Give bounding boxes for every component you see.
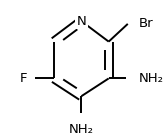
Text: F: F xyxy=(19,72,27,85)
Text: NH₂: NH₂ xyxy=(139,72,164,85)
Text: NH₂: NH₂ xyxy=(69,123,94,136)
Text: N: N xyxy=(77,15,86,28)
Text: Br: Br xyxy=(139,17,153,30)
